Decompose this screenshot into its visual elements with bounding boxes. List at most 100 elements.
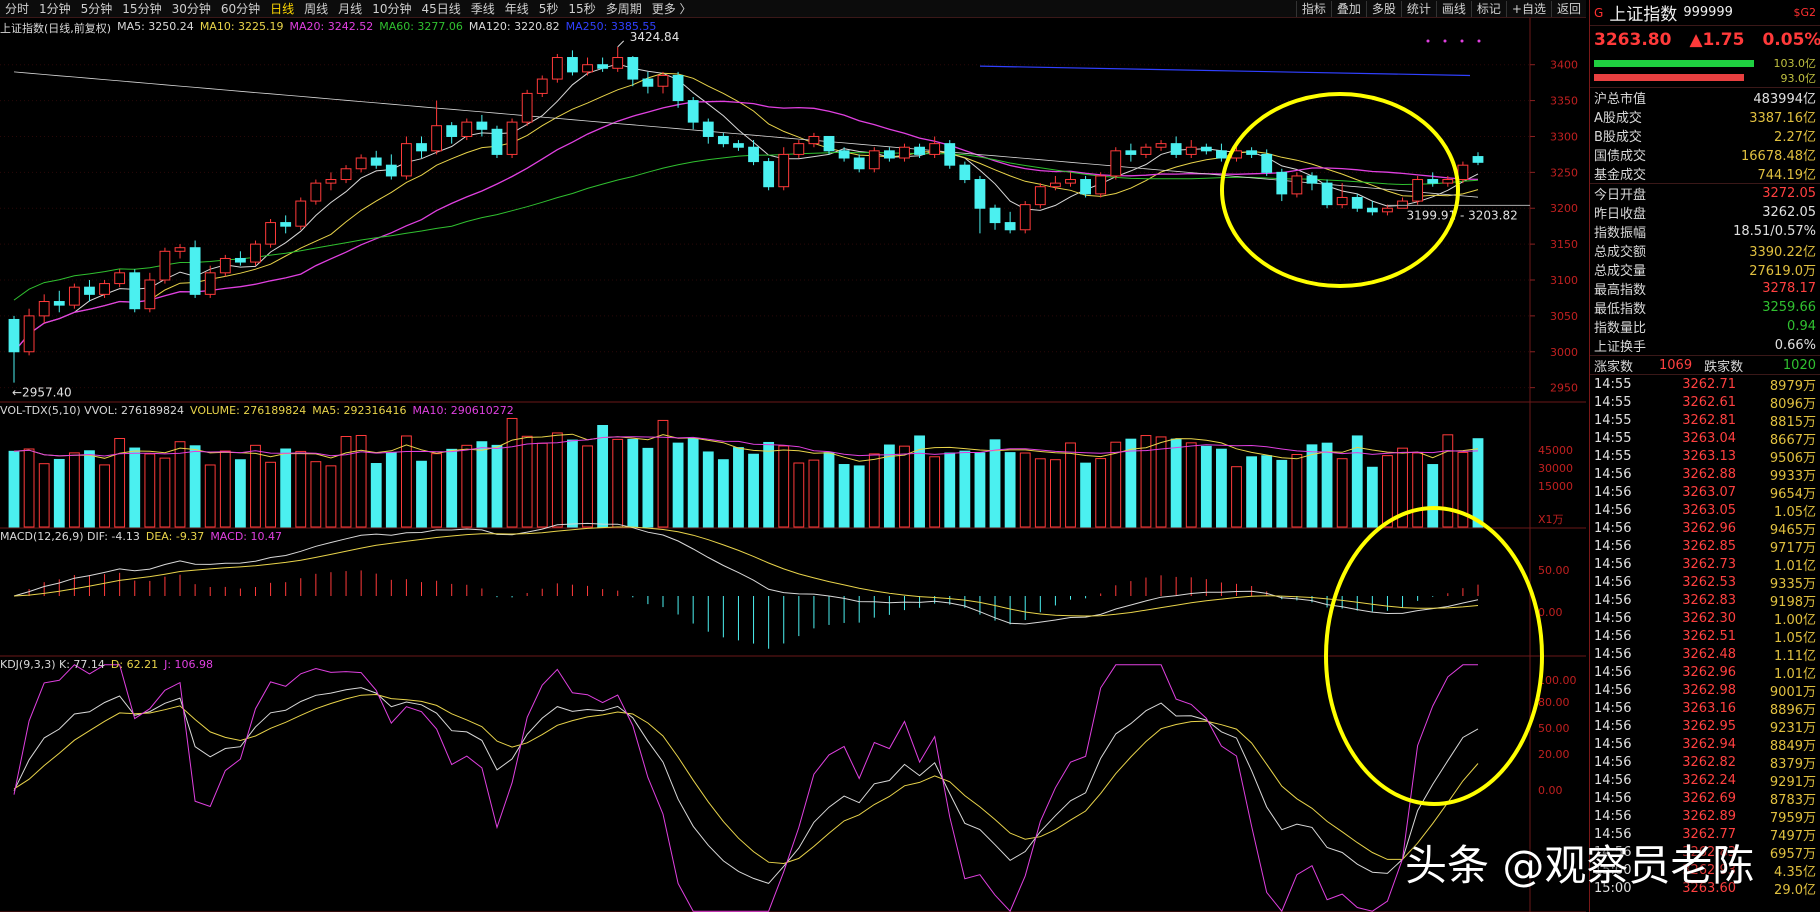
period-tab-4[interactable]: 30分钟 bbox=[171, 1, 211, 16]
volume-bar bbox=[914, 435, 925, 528]
tool-button-2[interactable]: 多股 bbox=[1365, 0, 1401, 17]
candle bbox=[219, 257, 231, 274]
period-tab-16[interactable]: 更多 〉 bbox=[651, 1, 692, 16]
period-tab-0[interactable]: 分时 bbox=[5, 1, 30, 16]
highlight-ellipse-price bbox=[1220, 92, 1460, 288]
tick-row: 14:56 3262.30 1.00亿 bbox=[1590, 609, 1820, 628]
volume-bar bbox=[159, 457, 171, 528]
volume-bar bbox=[1110, 441, 1122, 528]
tick-volume: 1.01亿 bbox=[1774, 558, 1816, 574]
tick-price: 3262.96 bbox=[1682, 520, 1736, 536]
tick-list[interactable]: 14:55 3262.71 8979万 14:55 3262.61 8096万 14:55 3… bbox=[1590, 375, 1820, 898]
volume-bar bbox=[8, 450, 20, 528]
tick-row: 14:55 3263.04 8667万 bbox=[1590, 429, 1820, 448]
volume-bar bbox=[219, 450, 231, 528]
period-tab-12[interactable]: 年线 bbox=[504, 1, 529, 16]
tick-price: 3262.24 bbox=[1682, 772, 1736, 788]
stat-label: 指数振幅 bbox=[1594, 226, 1647, 241]
volume-bar bbox=[1140, 435, 1152, 528]
group-marker[interactable]: G bbox=[1594, 5, 1604, 20]
period-tab-7[interactable]: 周线 bbox=[304, 1, 329, 16]
ma-legend-item: MA10: 3225.19 bbox=[199, 20, 284, 33]
tick-volume: 1.01亿 bbox=[1774, 666, 1816, 682]
tick-price: 3262.83 bbox=[1682, 592, 1736, 608]
volume-bar bbox=[53, 458, 65, 528]
tick-price: 3262.69 bbox=[1682, 790, 1736, 806]
candle bbox=[702, 121, 714, 137]
tick-price: 3263.13 bbox=[1682, 448, 1736, 464]
candle bbox=[536, 78, 548, 94]
volume-bar bbox=[1065, 442, 1076, 528]
tick-row: 14:55 3262.71 8979万 bbox=[1590, 375, 1820, 394]
tick-time: 14:55 bbox=[1594, 376, 1632, 392]
price-row: 3263.80 ▲1.75 0.05% bbox=[1590, 26, 1820, 54]
volume-bar bbox=[899, 445, 910, 528]
main-pane-legend: 上证指数(日线,前复权) MA5: 3250.24 MA10: 3225.19 MA… bbox=[0, 20, 656, 36]
vol_pane-legend-item: MA10: 290610272 bbox=[412, 404, 514, 417]
ma-legend-item: MA120: 3220.82 bbox=[468, 20, 560, 33]
period-tab-6[interactable]: 日线 bbox=[270, 1, 295, 16]
volume-bar bbox=[416, 460, 427, 528]
period-tab-3[interactable]: 15分钟 bbox=[122, 1, 162, 16]
tick-time: 14:56 bbox=[1594, 466, 1632, 482]
volume-bar bbox=[929, 456, 941, 528]
stat-label: 沪总市值 bbox=[1594, 92, 1647, 107]
period-tab-5[interactable]: 60分钟 bbox=[220, 1, 261, 16]
candle bbox=[280, 222, 292, 227]
volume-bar bbox=[265, 461, 276, 528]
tick-price: 3262.77 bbox=[1682, 826, 1736, 842]
stat-row: 指数振幅 18.51/0.57% bbox=[1590, 222, 1820, 241]
volume-bar bbox=[340, 436, 352, 528]
period-tab-15[interactable]: 多周期 bbox=[605, 1, 642, 16]
period-tab-1[interactable]: 1分钟 bbox=[39, 1, 71, 16]
stat-row: 指数量比 0.94 bbox=[1590, 317, 1820, 336]
tool-button-4[interactable]: 画线 bbox=[1435, 0, 1471, 17]
volume-bar bbox=[612, 438, 624, 528]
candle bbox=[838, 150, 850, 159]
tick-volume: 29.0亿 bbox=[1774, 882, 1816, 898]
tick-time: 14:56 bbox=[1594, 736, 1632, 752]
period-tab-13[interactable]: 5秒 bbox=[538, 1, 559, 16]
candle bbox=[672, 74, 684, 102]
stat-row: B股成交 2.27亿 bbox=[1590, 126, 1820, 145]
tick-time: 14:56 bbox=[1594, 808, 1632, 824]
volume-bar bbox=[234, 459, 246, 528]
period-tab-10[interactable]: 45日线 bbox=[421, 1, 461, 16]
tick-time: 14:56 bbox=[1594, 592, 1632, 608]
candle bbox=[1155, 143, 1167, 148]
watermark-text: 头条 @观察员老陈 bbox=[1405, 841, 1755, 890]
tick-row: 14:56 3262.82 8379万 bbox=[1590, 753, 1820, 772]
tool-button-5[interactable]: 标记 bbox=[1470, 0, 1506, 17]
stat-label: 国债成交 bbox=[1594, 149, 1647, 164]
candle bbox=[793, 143, 805, 155]
volume-bar bbox=[1004, 452, 1016, 528]
period-tab-9[interactable]: 10分钟 bbox=[372, 1, 412, 16]
vol-y-tick: 30000 bbox=[1538, 462, 1573, 475]
volume-bar bbox=[1216, 448, 1227, 528]
volume-bar bbox=[461, 444, 473, 528]
tool-button-1[interactable]: 叠加 bbox=[1330, 0, 1366, 17]
header-tag: $G2 bbox=[1793, 6, 1816, 19]
tick-time: 14:55 bbox=[1594, 430, 1632, 446]
volume-bar bbox=[114, 437, 126, 528]
tick-time: 15:00 bbox=[1594, 862, 1632, 878]
tick-time: 14:56 bbox=[1594, 718, 1632, 734]
volume-bar bbox=[748, 453, 759, 528]
tick-price: 3262.82 bbox=[1682, 754, 1736, 770]
tool-button-7[interactable]: 返回 bbox=[1550, 0, 1586, 17]
candle bbox=[883, 150, 895, 159]
candle bbox=[1336, 196, 1348, 206]
candle bbox=[1306, 175, 1318, 184]
tool-button-3[interactable]: 统计 bbox=[1400, 0, 1436, 17]
tool-button-0[interactable]: 指标 bbox=[1295, 0, 1331, 17]
candle bbox=[325, 179, 337, 184]
tool-button-6[interactable]: +自选 bbox=[1505, 0, 1551, 17]
period-tab-14[interactable]: 15秒 bbox=[568, 1, 596, 16]
period-tab-2[interactable]: 5分钟 bbox=[80, 1, 113, 16]
candle bbox=[1140, 146, 1152, 155]
kline-chart[interactable]: 3400 3350 3300 3250 3200 3150 3100 3050 3000 2950… bbox=[0, 18, 1586, 912]
period-tab-11[interactable]: 季线 bbox=[470, 1, 495, 16]
candle bbox=[1065, 179, 1076, 184]
candle bbox=[717, 135, 729, 145]
period-tab-8[interactable]: 月线 bbox=[338, 1, 363, 16]
